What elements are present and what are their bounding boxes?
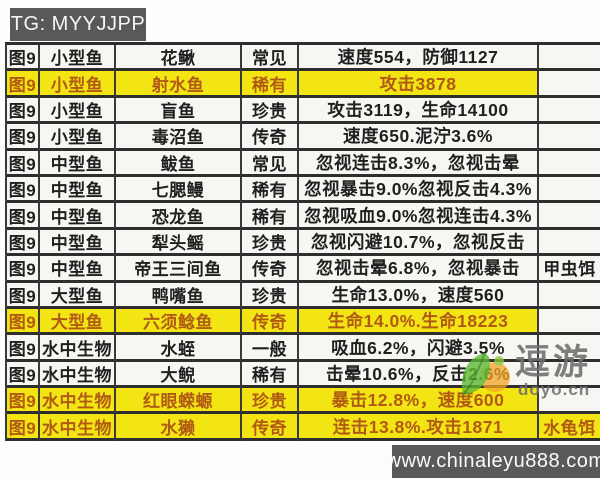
stats-cell: 忽视闪避10.7%，忽视反击	[299, 229, 539, 257]
rarity-cell: 一般	[242, 335, 299, 362]
stats-cell: 击晕10.6%，反击2.6%	[299, 361, 539, 389]
bait-cell	[539, 388, 600, 415]
bait-cell	[539, 361, 600, 389]
figure-cell: 图9	[7, 97, 40, 125]
rarity-cell: 常见	[242, 150, 299, 177]
figure-cell: 图9	[7, 414, 40, 441]
fish-name-cell: 鲅鱼	[116, 150, 242, 177]
category-cell: 中型鱼	[40, 203, 116, 230]
fish-name-cell: 鸭嘴鱼	[116, 282, 242, 309]
category-cell: 小型鱼	[40, 45, 116, 72]
stats-cell: 速度554，防御1127	[299, 45, 539, 72]
bait-cell	[539, 229, 600, 257]
fish-name-cell: 恐龙鱼	[116, 203, 242, 230]
category-cell: 中型鱼	[40, 256, 116, 283]
figure-cell: 图9	[7, 388, 40, 415]
tg-badge-label: TG: MYYJJPP	[10, 13, 146, 35]
category-cell: 中型鱼	[40, 229, 116, 257]
bait-cell	[539, 308, 600, 336]
category-cell: 小型鱼	[40, 71, 116, 98]
figure-cell: 图9	[7, 256, 40, 283]
rarity-cell: 常见	[242, 45, 299, 72]
stats-cell: 忽视吸血9.0%忽视连击4.3%	[299, 203, 539, 230]
rarity-cell: 珍贵	[242, 97, 299, 125]
category-cell: 大型鱼	[40, 282, 116, 309]
fish-name-cell: 大鲵	[116, 361, 242, 389]
category-cell: 小型鱼	[40, 124, 116, 151]
fish-name-cell: 射水鱼	[116, 71, 242, 98]
stats-cell: 攻击3119，生命14100	[299, 97, 539, 125]
bait-cell	[539, 150, 600, 177]
stats-cell: 攻击3878	[299, 71, 539, 98]
figure-cell: 图9	[7, 176, 40, 204]
category-cell: 水中生物	[40, 388, 116, 415]
site-url-bar: www.chinaleyu888.com	[387, 445, 600, 478]
fish-name-cell: 花鳅	[116, 45, 242, 72]
fish-name-cell: 盲鱼	[116, 97, 242, 125]
figure-cell: 图9	[7, 203, 40, 230]
fish-name-cell: 水蛭	[116, 335, 242, 362]
stats-cell: 忽视暴击9.0%忽视反击4.3%	[299, 176, 539, 204]
category-cell: 水中生物	[40, 335, 116, 362]
tg-badge: TG: MYYJJPP	[10, 8, 146, 41]
figure-cell: 图9	[7, 45, 40, 72]
figure-cell: 图9	[7, 229, 40, 257]
fish-name-cell: 犁头鳐	[116, 229, 242, 257]
fish-name-cell: 红眼蝾螈	[116, 388, 242, 415]
bait-cell	[539, 45, 600, 72]
figure-cell: 图9	[7, 308, 40, 336]
stats-cell: 生命14.0%.生命18223	[299, 308, 539, 336]
bait-cell	[539, 203, 600, 230]
rarity-cell: 珍贵	[242, 388, 299, 415]
stats-cell: 忽视连击8.3%，忽视击晕	[299, 150, 539, 177]
figure-cell: 图9	[7, 282, 40, 309]
rarity-cell: 传奇	[242, 256, 299, 283]
bait-cell: 水龟饵	[539, 414, 600, 441]
bait-cell	[539, 97, 600, 125]
fish-name-cell: 毒沼鱼	[116, 124, 242, 151]
category-cell: 水中生物	[40, 361, 116, 389]
rarity-cell: 珍贵	[242, 282, 299, 309]
rarity-cell: 传奇	[242, 414, 299, 441]
stats-cell: 生命13.0%，速度560	[299, 282, 539, 309]
fish-name-cell: 七腮鳗	[116, 176, 242, 204]
category-cell: 中型鱼	[40, 150, 116, 177]
fish-name-cell: 帝王三间鱼	[116, 256, 242, 283]
figure-cell: 图9	[7, 124, 40, 151]
stats-cell: 暴击12.8%，速度600	[299, 388, 539, 415]
bait-cell	[539, 71, 600, 98]
site-url-text: www.chinaleyu888.com	[386, 450, 600, 472]
bait-cell	[539, 124, 600, 151]
category-cell: 中型鱼	[40, 176, 116, 204]
figure-cell: 图9	[7, 361, 40, 389]
fish-table: 图9 小型鱼 花鳅 常见 速度554，防御1127 图9 小型鱼 射水鱼 稀有 …	[5, 42, 600, 441]
fish-name-cell: 六须鲶鱼	[116, 308, 242, 336]
rarity-cell: 稀有	[242, 71, 299, 98]
bait-cell	[539, 176, 600, 204]
bait-cell	[539, 282, 600, 309]
figure-cell: 图9	[7, 71, 40, 98]
stats-cell: 吸血6.2%，闪避3.5%	[299, 335, 539, 362]
rarity-cell: 稀有	[242, 361, 299, 389]
rarity-cell: 传奇	[242, 308, 299, 336]
stats-cell: 忽视击晕6.8%，忽视暴击	[299, 256, 539, 283]
category-cell: 大型鱼	[40, 308, 116, 336]
bait-cell	[539, 335, 600, 362]
rarity-cell: 珍贵	[242, 229, 299, 257]
figure-cell: 图9	[7, 150, 40, 177]
rarity-cell: 传奇	[242, 124, 299, 151]
stats-cell: 连击13.8%.攻击1871	[299, 414, 539, 441]
stats-cell: 速度650.泥泞3.6%	[299, 124, 539, 151]
figure-cell: 图9	[7, 335, 40, 362]
rarity-cell: 稀有	[242, 203, 299, 230]
category-cell: 水中生物	[40, 414, 116, 441]
rarity-cell: 稀有	[242, 176, 299, 204]
category-cell: 小型鱼	[40, 97, 116, 125]
bait-cell: 甲虫饵	[539, 256, 600, 283]
fish-name-cell: 水獭	[116, 414, 242, 441]
